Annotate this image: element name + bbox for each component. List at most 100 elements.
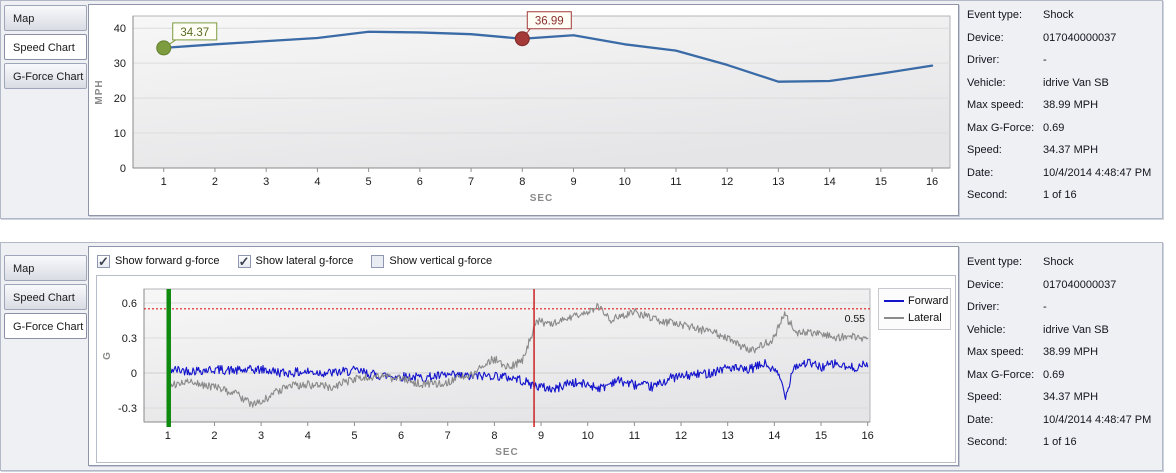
info-label: Speed: <box>967 391 1002 403</box>
info-value: Shock <box>1043 9 1074 21</box>
svg-text:-0.3: -0.3 <box>118 403 137 415</box>
info-value: 017040000037 <box>1043 278 1117 291</box>
svg-text:13: 13 <box>722 430 734 442</box>
info-value: Shock <box>1043 256 1074 268</box>
svg-text:15: 15 <box>815 430 827 442</box>
speed-chart-panel: Map Speed Chart G-Force Chart 0 10 20 30 40 1… <box>0 0 1163 219</box>
info-value: idrive Van SB <box>1043 323 1109 336</box>
info-value: 1 of 16 <box>1043 436 1077 448</box>
svg-text:16: 16 <box>862 430 874 442</box>
info-value: 1 of 16 <box>1043 189 1077 201</box>
svg-text:40: 40 <box>114 23 126 35</box>
info-value: 0.69 <box>1043 121 1065 134</box>
info-label: Device: <box>967 31 1004 44</box>
info-row: Max speed: 38.99 MPH <box>967 99 1163 122</box>
info-row: Max speed: 38.99 MPH <box>967 346 1163 369</box>
info-value: - <box>1043 301 1047 313</box>
tabstrip: Map Speed Chart G-Force Chart <box>4 255 87 342</box>
info-label: Event type: <box>967 256 1023 268</box>
info-row: Event type: Shock <box>967 9 1163 32</box>
legend-label: Lateral <box>908 311 942 324</box>
speed-chart-container: 0 10 20 30 40 1 2 3 4 5 6 7 8 9 10 11 12 13 14 15 16 34.37 36.… <box>88 4 959 216</box>
info-value: 017040000037 <box>1043 31 1117 44</box>
svg-text:3: 3 <box>258 430 264 442</box>
info-label: Vehicle: <box>967 76 1006 89</box>
svg-text:6: 6 <box>417 176 423 188</box>
tab-speed-chart[interactable]: Speed Chart <box>4 34 87 60</box>
info-label: Date: <box>967 166 994 179</box>
svg-text:1: 1 <box>161 176 167 188</box>
checkbox-label: Show forward g-force <box>115 255 220 267</box>
info-label: Date: <box>967 413 994 426</box>
svg-text:0: 0 <box>131 368 137 380</box>
info-row: Device: 017040000037 <box>967 279 1163 302</box>
tab-gforce-chart[interactable]: G-Force Chart <box>4 63 87 89</box>
svg-text:1: 1 <box>165 430 171 442</box>
info-row: Device: 017040000037 <box>967 32 1163 55</box>
svg-text:4: 4 <box>305 430 311 442</box>
info-label: Max speed: <box>967 346 1024 358</box>
svg-text:7: 7 <box>445 430 451 442</box>
svg-text:7: 7 <box>468 176 474 188</box>
svg-text:9: 9 <box>538 430 544 442</box>
checkbox-show-forward-gforce[interactable]: ✓ Show forward g-force <box>97 253 220 269</box>
checkbox-show-vertical-gforce[interactable]: Show vertical g-force <box>371 254 492 268</box>
svg-text:10: 10 <box>619 176 631 188</box>
legend-line-icon <box>884 316 904 319</box>
legend-entry: Forward <box>884 292 950 309</box>
info-value: 38.99 MPH <box>1043 99 1099 111</box>
info-row: Event type: Shock <box>967 256 1163 279</box>
svg-text:9: 9 <box>570 176 576 188</box>
tabstrip: Map Speed Chart G-Force Chart <box>4 5 87 92</box>
info-label: Driver: <box>967 301 1000 313</box>
info-row: Date: 10/4/2014 4:48:47 PM <box>967 167 1163 190</box>
legend-line-icon <box>884 299 904 302</box>
svg-text:SEC: SEC <box>530 193 554 204</box>
tab-gforce-chart[interactable]: G-Force Chart <box>4 313 87 339</box>
tab-speed-chart[interactable]: Speed Chart <box>4 284 87 310</box>
svg-text:30: 30 <box>114 58 126 70</box>
svg-text:0.6: 0.6 <box>122 298 137 310</box>
info-label: Second: <box>967 189 1008 201</box>
svg-text:10: 10 <box>582 430 594 442</box>
info-label: Driver: <box>967 54 1000 66</box>
checkbox-icon: ✓ <box>237 253 251 269</box>
svg-text:0.3: 0.3 <box>122 333 137 345</box>
svg-text:8: 8 <box>491 430 497 442</box>
svg-text:SEC: SEC <box>495 447 519 458</box>
info-label: Max speed: <box>967 99 1024 111</box>
info-value: idrive Van SB <box>1043 76 1109 89</box>
legend-entry: Lateral <box>884 309 950 326</box>
svg-text:13: 13 <box>772 176 784 188</box>
svg-text:3: 3 <box>263 176 269 188</box>
checkbox-icon: ✓ <box>97 253 110 269</box>
checkbox-show-lateral-gforce[interactable]: ✓ Show lateral g-force <box>237 253 353 269</box>
info-value: 10/4/2014 4:48:47 PM <box>1043 413 1152 426</box>
info-label: Max G-Force: <box>967 121 1035 134</box>
gforce-chart-container: ✓ Show forward g-force ✓ Show lateral g-… <box>88 246 959 466</box>
info-row: Second: 1 of 16 <box>967 189 1163 212</box>
legend-label: Forward <box>908 294 949 307</box>
info-row: Speed: 34.37 MPH <box>967 144 1163 167</box>
info-label: Second: <box>967 436 1008 448</box>
tab-map[interactable]: Map <box>4 5 87 31</box>
svg-text:16: 16 <box>926 176 938 188</box>
svg-text:12: 12 <box>721 176 733 188</box>
info-value: 34.37 MPH <box>1043 144 1099 156</box>
info-value: 10/4/2014 4:48:47 PM <box>1043 166 1152 179</box>
svg-text:14: 14 <box>768 430 780 442</box>
svg-text:8: 8 <box>519 176 525 188</box>
svg-text:2: 2 <box>212 176 218 188</box>
svg-text:11: 11 <box>670 176 681 188</box>
svg-text:34.37: 34.37 <box>180 27 209 39</box>
svg-text:20: 20 <box>114 93 126 105</box>
info-value: 38.99 MPH <box>1043 346 1099 358</box>
svg-text:0: 0 <box>120 163 126 175</box>
svg-text:12: 12 <box>675 430 687 442</box>
info-value: - <box>1043 54 1047 66</box>
event-info-panel: Event type: Shock Device: 017040000037 Dri… <box>967 256 1163 459</box>
tab-map[interactable]: Map <box>4 255 87 281</box>
gforce-chart: -0.300.30.61 2 3 4 5 6 7 8 9 10 11 12 13 14 15 160.55SE… <box>102 288 874 458</box>
checkbox-icon <box>371 254 385 268</box>
